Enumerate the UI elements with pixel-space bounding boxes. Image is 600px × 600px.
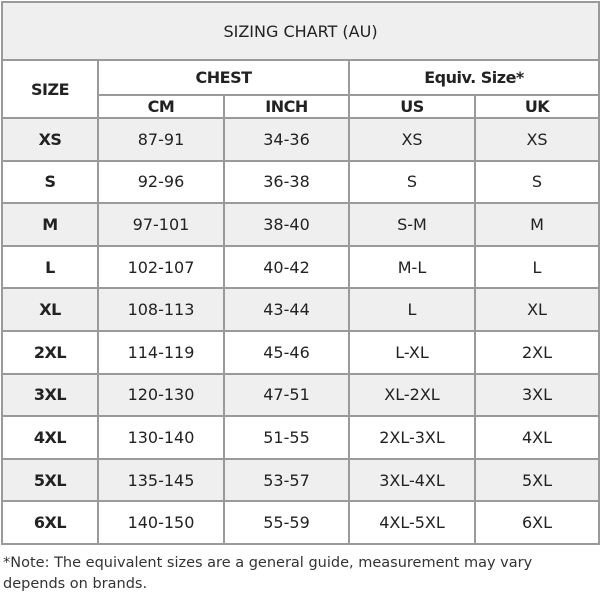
table-row: XL 108-113 43-44 L XL [1,287,600,332]
cell-size: XL [1,287,99,332]
table-row: M 97-101 38-40 S-M M [1,202,600,247]
chart-title: SIZING CHART (AU) [0,1,600,61]
cell-size: 5XL [1,457,99,503]
cell-cm: 120-130 [97,372,225,418]
cell-cm: 130-140 [97,415,225,460]
cell-size: 2XL [1,329,99,375]
cell-inch: 34-36 [223,117,350,162]
cell-uk: 6XL [473,500,600,545]
table-row: 3XL 120-130 47-51 XL-2XL 3XL [1,372,600,418]
cell-us: S [348,159,476,205]
cell-uk: XL [473,287,600,332]
header-equiv-size: Equiv. Size* [347,59,600,96]
cell-uk: M [473,202,600,247]
cell-inch: 40-42 [223,244,350,290]
cell-size: L [1,244,99,290]
cell-cm: 97-101 [97,202,225,247]
header-inch: INCH [223,94,350,119]
cell-inch: 36-38 [223,159,350,205]
cell-size: 3XL [1,372,99,418]
cell-inch: 51-55 [223,415,350,460]
cell-uk: 3XL [473,372,600,418]
cell-uk: S [473,159,600,205]
cell-uk: 5XL [473,457,600,503]
table-row: S 92-96 36-38 S S [1,159,600,205]
cell-uk: XS [473,117,600,162]
cell-size: XS [1,117,99,162]
table-row: 2XL 114-119 45-46 L-XL 2XL [1,329,600,375]
cell-us: S-M [348,202,476,247]
table-row: 4XL 130-140 51-55 2XL-3XL 4XL [1,415,600,460]
header-us: US [348,94,476,119]
cell-size: 4XL [1,415,99,460]
table-row: 6XL 140-150 55-59 4XL-5XL 6XL [1,500,600,545]
footnote: *Note: The equivalent sizes are a genera… [3,555,533,592]
table-row: XS 87-91 34-36 XS XS [1,117,600,162]
header-size: SIZE [1,59,99,119]
header-cm: CM [97,94,225,119]
cell-inch: 38-40 [223,202,350,247]
cell-size: S [1,159,99,205]
cell-cm: 87-91 [97,117,225,162]
cell-size: M [1,202,99,247]
cell-us: 3XL-4XL [348,457,476,503]
cell-us: L-XL [348,329,476,375]
cell-inch: 55-59 [223,500,350,545]
cell-us: XS [348,117,476,162]
cell-cm: 108-113 [97,287,225,332]
cell-us: 4XL-5XL [348,500,476,545]
cell-cm: 135-145 [97,457,225,503]
cell-inch: 53-57 [223,457,350,503]
cell-cm: 92-96 [97,159,225,205]
header-uk: UK [473,94,600,119]
cell-size: 6XL [1,500,99,545]
table-row: L 102-107 40-42 M-L L [1,244,600,290]
sizing-chart-table: SIZING CHART (AU) SIZE CHEST Equiv. Size… [0,1,600,545]
cell-us: L [348,287,476,332]
cell-inch: 47-51 [223,372,350,418]
cell-cm: 102-107 [97,244,225,290]
cell-uk: 2XL [473,329,600,375]
header-chest: CHEST [97,59,350,96]
cell-uk: 4XL [473,415,600,460]
cell-inch: 43-44 [223,287,350,332]
cell-uk: L [473,244,600,290]
cell-cm: 140-150 [97,500,225,545]
table-row: 5XL 135-145 53-57 3XL-4XL 5XL [1,457,600,503]
cell-us: 2XL-3XL [348,415,476,460]
cell-inch: 45-46 [223,329,350,375]
cell-us: XL-2XL [348,372,476,418]
cell-cm: 114-119 [97,329,225,375]
cell-us: M-L [348,244,476,290]
